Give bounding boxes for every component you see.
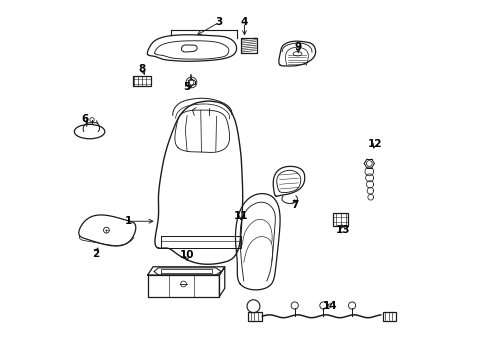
Text: 11: 11 (233, 211, 247, 221)
Text: 13: 13 (335, 225, 349, 235)
Text: 7: 7 (290, 200, 298, 210)
Text: 3: 3 (215, 17, 223, 27)
Text: 6: 6 (81, 114, 88, 124)
Text: 4: 4 (240, 17, 248, 27)
Text: 1: 1 (124, 216, 131, 226)
Bar (332, 213, 348, 226)
Text: 2: 2 (92, 248, 99, 258)
Text: 9: 9 (294, 42, 301, 52)
Text: 14: 14 (323, 301, 337, 311)
Text: 5: 5 (183, 82, 190, 92)
Text: 10: 10 (180, 250, 194, 260)
Bar (132, 76, 151, 86)
Bar (247, 312, 261, 320)
Text: 8: 8 (139, 64, 145, 74)
Bar (382, 312, 395, 320)
Text: 12: 12 (367, 139, 382, 149)
